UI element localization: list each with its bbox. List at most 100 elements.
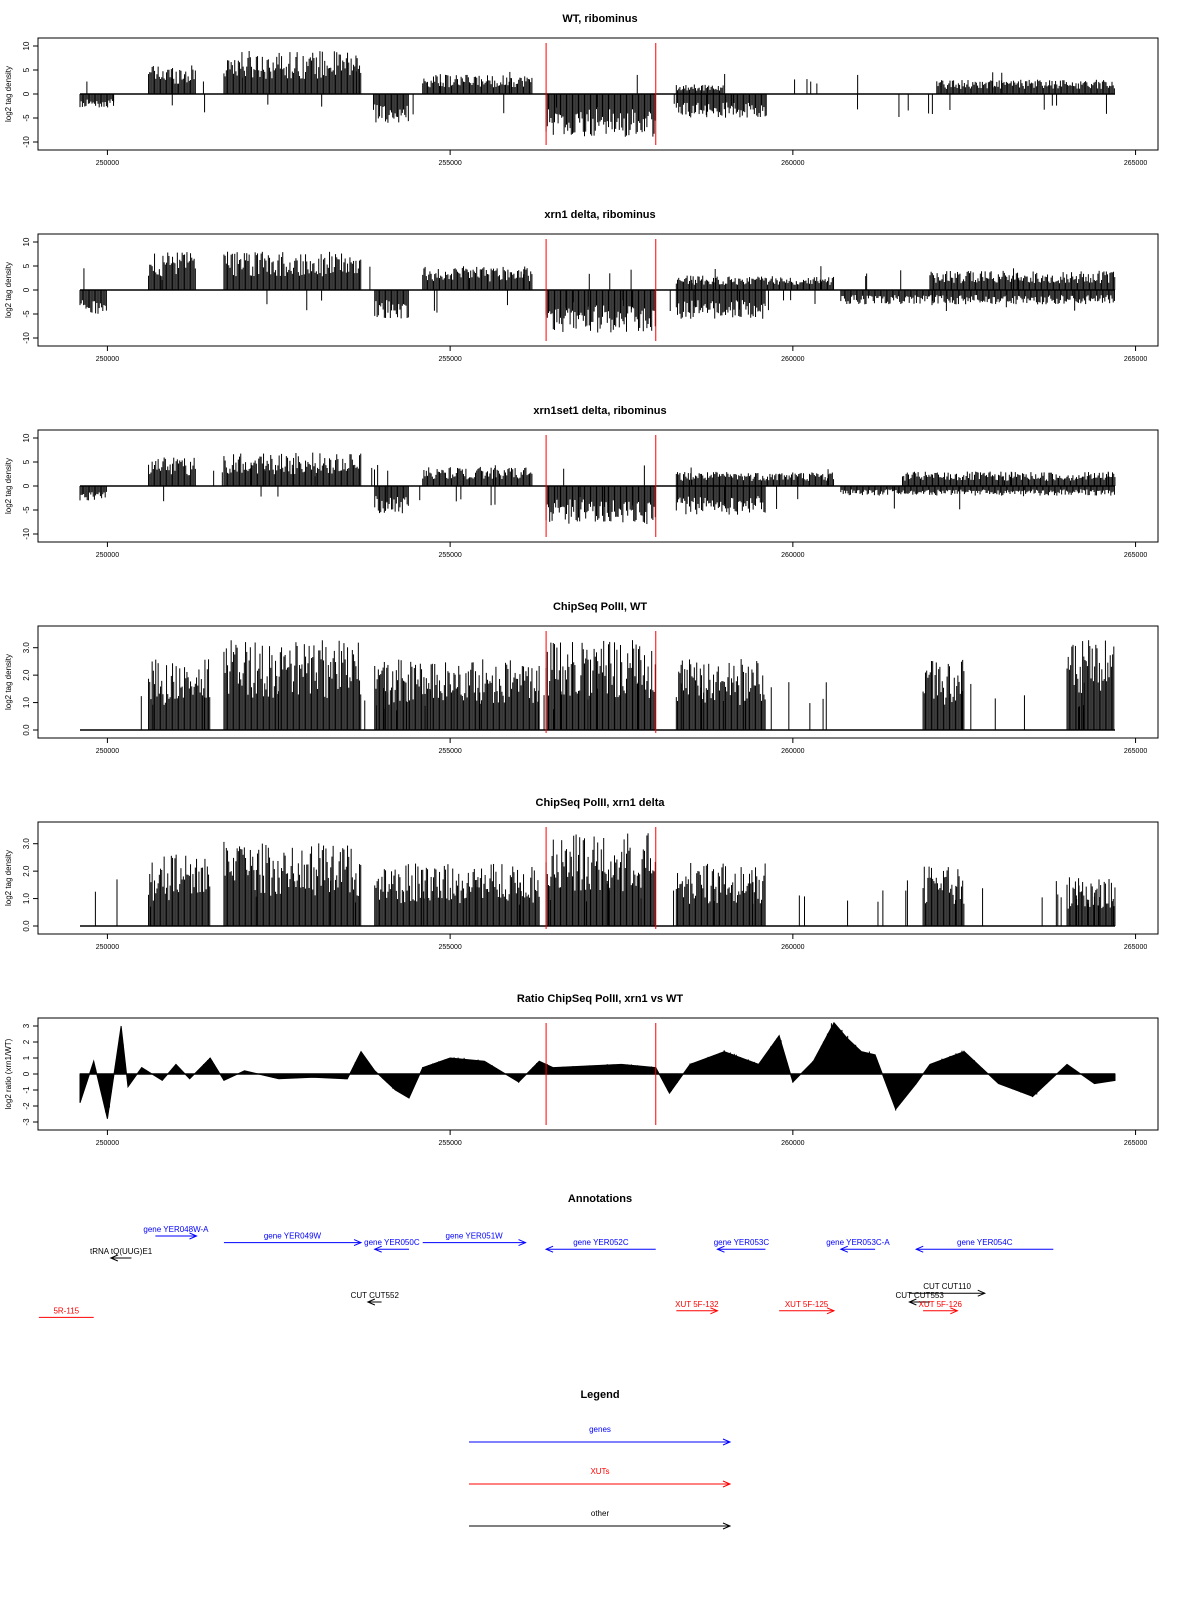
arrow-head — [908, 1298, 917, 1306]
feature-label: XUT 5F-126 — [918, 1300, 962, 1309]
x-tick-label: 265000 — [1124, 552, 1147, 559]
feature-arrow: gene YER048W-A — [143, 1225, 209, 1240]
feature-arrow: gene YER053C — [714, 1238, 770, 1253]
y-tick-label: 3.0 — [22, 642, 31, 654]
y-tick-label: -5 — [22, 506, 31, 514]
feature-label: XUT 5F-125 — [785, 1300, 829, 1309]
legend-panel: Legend genes XUTs other — [469, 1389, 732, 1530]
feature-label: gene YER051W — [446, 1232, 504, 1241]
chart-panel-1: WT, ribominus 10 5 0 -5 -10 log2 tag density 25… — [4, 13, 1159, 167]
y-tick-label: -5 — [22, 114, 31, 122]
y-tick-label: 0 — [22, 287, 31, 292]
arrow-head — [366, 1298, 376, 1306]
chart-panel-4: ChipSeq PolII, WT 0.0 1.0 2.0 3.0 log2 tag de… — [4, 601, 1159, 755]
chart-title: xrn1 delta, ribominus — [544, 209, 655, 221]
y-tick-label: 0.0 — [22, 920, 31, 932]
y-tick-label: 0.0 — [22, 724, 31, 736]
x-tick-label: 250000 — [96, 160, 119, 167]
legend-label: other — [591, 1509, 610, 1518]
feature-arrow: gene YER050C — [364, 1238, 420, 1253]
x-tick-label: 265000 — [1124, 748, 1147, 755]
arrow-head — [722, 1522, 732, 1530]
chart-panel-5: ChipSeq PolII, xrn1 delta 0.0 1.0 2.0 3.0 log… — [4, 797, 1159, 951]
y-tick-label: 1 — [22, 1055, 31, 1060]
feature-arrow: gene YER054C — [914, 1238, 1054, 1253]
chart-title: ChipSeq PolII, xrn1 delta — [536, 797, 666, 809]
feature-label: 5R-115 — [53, 1306, 79, 1315]
feature-arrow: 5R-115 — [38, 1306, 94, 1318]
feature-arrow: CUT CUT552 — [351, 1291, 400, 1306]
x-tick-label: 255000 — [438, 748, 461, 755]
x-tick-label: 250000 — [96, 552, 119, 559]
y-tick-label: -5 — [22, 310, 31, 318]
feature-arrow: XUT 5F-132 — [675, 1300, 719, 1315]
x-tick-label: 260000 — [781, 552, 804, 559]
y-axis-label: log2 tag density — [4, 262, 13, 318]
legend-title: Legend — [580, 1389, 619, 1401]
y-axis-label: log2 tag density — [4, 66, 13, 122]
x-tick-label: 255000 — [438, 356, 461, 363]
feature-label: tRNA tQ(UUG)E1 — [90, 1247, 153, 1256]
x-tick-label: 255000 — [438, 552, 461, 559]
x-tick-label: 265000 — [1124, 944, 1147, 951]
feature-label: CUT CUT110 — [923, 1282, 971, 1291]
feature-arrow: gene YER053C-A — [826, 1238, 890, 1253]
y-tick-label: 2.0 — [22, 669, 31, 681]
y-tick-label: 2 — [22, 1039, 31, 1044]
arrow-head — [189, 1232, 198, 1240]
y-tick-label: 10 — [22, 41, 31, 50]
feature-label: gene YER049W — [264, 1232, 322, 1241]
plot-frame — [37, 625, 1159, 739]
feature-label: gene YER053C — [714, 1238, 770, 1247]
x-tick-label: 250000 — [96, 1140, 119, 1147]
x-tick-label: 265000 — [1124, 356, 1147, 363]
feature-label: gene YER053C-A — [826, 1238, 890, 1247]
y-tick-label: -10 — [22, 528, 31, 540]
x-tick-label: 250000 — [96, 748, 119, 755]
feature-label: CUT CUT552 — [351, 1291, 400, 1300]
arrow-head — [914, 1245, 924, 1253]
chart-title: Ratio ChipSeq PolII, xrn1 vs WT — [517, 993, 684, 1005]
chart-title: ChipSeq PolII, WT — [553, 601, 647, 613]
y-tick-label: 10 — [22, 237, 31, 246]
arrow-head — [710, 1307, 719, 1315]
feature-arrow: gene YER051W — [422, 1232, 527, 1247]
feature-arrow: gene YER049W — [223, 1232, 363, 1247]
arrow-head — [839, 1245, 849, 1253]
y-tick-label: 3 — [22, 1023, 31, 1028]
x-tick-label: 260000 — [781, 748, 804, 755]
x-tick-label: 265000 — [1124, 160, 1147, 167]
arrow-head — [353, 1239, 363, 1247]
x-tick-label: 255000 — [438, 160, 461, 167]
arrow-head — [722, 1438, 732, 1446]
feature-label: gene YER052C — [573, 1238, 629, 1247]
x-tick-label: 255000 — [438, 944, 461, 951]
arrow-head — [518, 1239, 527, 1247]
arrow-head — [716, 1245, 725, 1253]
legend-item: other — [469, 1509, 732, 1530]
y-tick-label: 2.0 — [22, 865, 31, 877]
y-tick-label: -10 — [22, 332, 31, 344]
y-tick-label: -10 — [22, 136, 31, 148]
y-tick-label: -3 — [22, 1118, 31, 1126]
feature-arrow: gene YER052C — [544, 1238, 656, 1253]
arrow-head — [950, 1307, 959, 1315]
x-tick-label: 250000 — [96, 944, 119, 951]
chart-title: WT, ribominus — [562, 13, 637, 25]
x-tick-label: 255000 — [438, 1140, 461, 1147]
annotations-panel: Annotations gene YER048W-A tRNA tQ(UUG)E1 g… — [38, 1193, 1054, 1318]
feature-label: XUT 5F-132 — [675, 1300, 719, 1309]
feature-arrow: XUT 5F-125 — [779, 1300, 836, 1315]
y-axis-label: log2 tag density — [4, 850, 13, 906]
arrow-head — [977, 1289, 987, 1297]
feature-label: CUT CUT553 — [895, 1291, 944, 1300]
y-tick-label: 5 — [22, 459, 31, 464]
y-tick-label: -1 — [22, 1086, 31, 1094]
x-tick-label: 265000 — [1124, 1140, 1147, 1147]
y-tick-label: 1.0 — [22, 892, 31, 904]
x-tick-label: 260000 — [781, 944, 804, 951]
arrow-head — [109, 1254, 119, 1262]
feature-arrow: CUT CUT553 — [895, 1291, 944, 1306]
arrow-head — [826, 1307, 836, 1315]
